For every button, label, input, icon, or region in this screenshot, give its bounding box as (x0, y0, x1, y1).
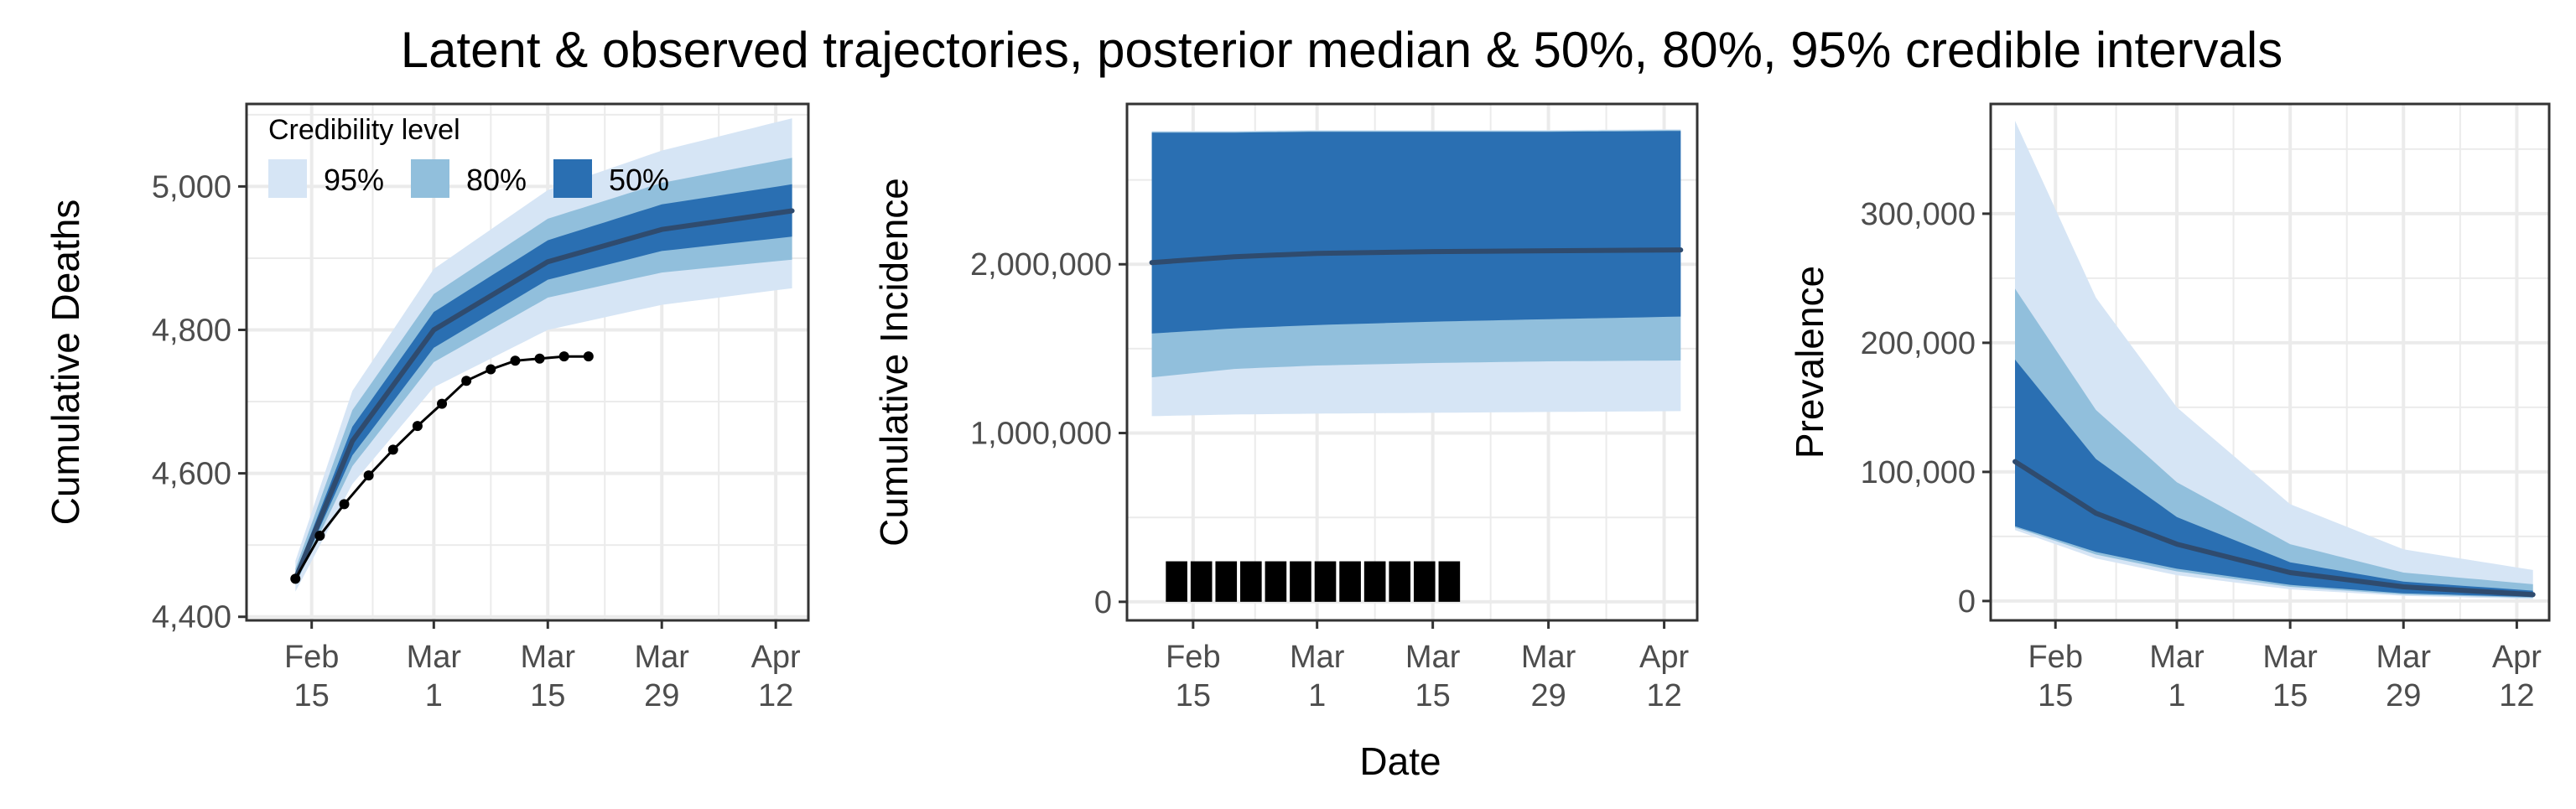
y-tick-label: 1,000,000 (970, 417, 1112, 452)
observed-point (437, 398, 448, 409)
observed-point (558, 351, 569, 362)
legend-entry: 50% (553, 159, 669, 198)
x-tick-label: 1 (1308, 678, 1326, 713)
observed-point (486, 364, 496, 375)
observed-bar (1166, 561, 1187, 602)
observed-bar (1438, 561, 1461, 602)
x-tick-label: 12 (2499, 678, 2534, 713)
legend-entry: 95% (268, 159, 384, 198)
observed-bar (1389, 561, 1411, 602)
observed-point (510, 355, 521, 366)
median-line (293, 208, 795, 582)
median-line (1149, 247, 1684, 266)
observed-point (412, 421, 423, 432)
x-tick-label: 1 (425, 678, 443, 713)
observed-bar (1314, 561, 1337, 602)
legend-label: 50% (609, 163, 669, 197)
x-tick-label: 15 (2038, 678, 2073, 713)
x-tick-label: Mar (634, 640, 689, 675)
observed-bar (1215, 561, 1238, 602)
data-layer (290, 118, 795, 592)
x-tick-label: 29 (2386, 678, 2421, 713)
x-axis-label: Date (1359, 739, 1441, 783)
observed-point (290, 573, 301, 584)
x-tick-label: Mar (1290, 640, 1345, 675)
x-tick-label: 15 (530, 678, 565, 713)
y-tick-label: 300,000 (1861, 197, 1976, 232)
legend-swatch (553, 159, 592, 198)
x-tick-label: Apr (751, 640, 801, 675)
legend-entry: 80% (411, 159, 527, 198)
observed-point (461, 376, 472, 386)
median-line (2012, 459, 2536, 598)
x-tick-label: Apr (2492, 640, 2542, 675)
observed-point (583, 351, 594, 362)
panel-1: 4,4004,6004,8005,000Feb15Mar1Mar15Mar29A… (44, 102, 810, 713)
observed-bar (1290, 561, 1311, 602)
data-layer (1149, 129, 1684, 602)
y-tick-label: 0 (1958, 584, 1976, 620)
x-tick-label: Mar (1521, 640, 1576, 675)
x-tick-label: 1 (2168, 678, 2185, 713)
observed-bar (1339, 561, 1361, 602)
panel-border (1125, 102, 1699, 622)
x-tick-label: Feb (1166, 640, 1220, 675)
observed-bar (1240, 561, 1262, 602)
observed-bar (1190, 561, 1213, 602)
y-tick-label: 4,600 (152, 457, 231, 492)
x-tick-label: Mar (407, 640, 462, 675)
y-tick-label: 4,400 (152, 600, 231, 635)
legend-title: Credibility level (268, 114, 460, 146)
y-axis-label: Cumulative Deaths (44, 200, 87, 526)
x-tick-label: 29 (644, 678, 679, 713)
panel-2: 01,000,0002,000,000Feb15Mar1Mar15Mar29Ap… (872, 102, 1699, 713)
x-tick-label: 29 (1530, 678, 1566, 713)
y-axis-label: Prevalence (1788, 266, 1831, 459)
observed-bar (1265, 561, 1287, 602)
x-tick-label: 15 (2272, 678, 2308, 713)
figure-title: Latent & observed trajectories, posterio… (401, 22, 2283, 78)
panel-border (1989, 102, 2551, 622)
observed-point (534, 353, 545, 364)
x-tick-label: Mar (1405, 640, 1461, 675)
data-layer (2012, 121, 2536, 599)
observed-point (387, 444, 398, 455)
band-80 (295, 158, 792, 585)
x-tick-label: Feb (284, 640, 339, 675)
observed-point (314, 531, 325, 542)
x-tick-label: 12 (1646, 678, 1681, 713)
band-50 (2015, 359, 2533, 598)
observed-bar (1363, 561, 1386, 602)
observed-point (363, 470, 374, 481)
x-tick-label: Mar (2149, 640, 2205, 675)
y-tick-label: 100,000 (1861, 455, 1976, 490)
x-tick-label: 15 (1415, 678, 1450, 713)
legend-swatch (411, 159, 449, 198)
legend-swatch (268, 159, 307, 198)
y-tick-label: 4,800 (152, 314, 231, 349)
y-tick-label: 200,000 (1861, 326, 1976, 361)
y-axis-label: Cumulative Incidence (872, 178, 916, 547)
x-tick-label: 15 (1176, 678, 1211, 713)
x-tick-label: 12 (758, 678, 793, 713)
y-tick-label: 2,000,000 (970, 247, 1112, 283)
observed-bar (1413, 561, 1436, 602)
x-tick-label: Mar (521, 640, 576, 675)
observed-point (339, 499, 350, 510)
panel-border (245, 102, 810, 622)
x-tick-label: Mar (2262, 640, 2318, 675)
y-tick-label: 5,000 (152, 169, 231, 205)
legend: Credibility level 95% 80% 50% (268, 114, 669, 198)
band-50 (1151, 131, 1681, 334)
panel-3: 0100,000200,000300,000Feb15Mar1Mar15Mar2… (1788, 102, 2551, 713)
legend-label: 80% (466, 163, 527, 197)
x-tick-label: Mar (2376, 640, 2432, 675)
x-tick-label: Feb (2028, 640, 2082, 675)
x-tick-label: 15 (294, 678, 330, 713)
x-tick-label: Apr (1639, 640, 1689, 675)
y-tick-label: 0 (1094, 585, 1112, 620)
legend-label: 95% (324, 163, 384, 197)
